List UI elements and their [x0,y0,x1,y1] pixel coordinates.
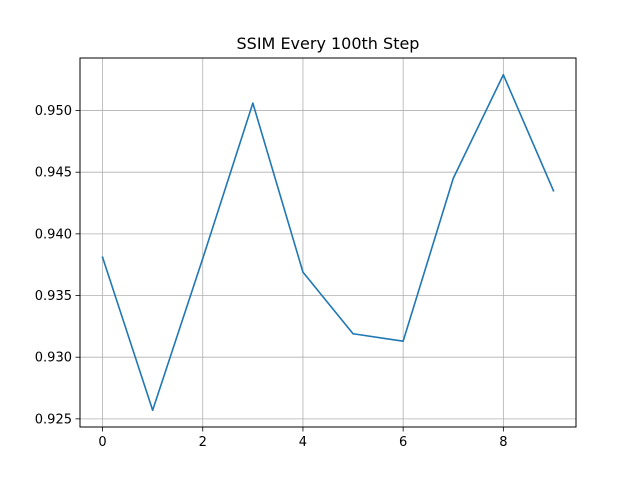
y-tick-label: 0.940 [35,227,72,242]
x-tick-label: 0 [98,435,106,450]
data-point [252,102,254,104]
data-point [352,332,354,335]
x-tick-label: 4 [299,435,307,450]
data-point [101,256,104,259]
x-tick-label: 6 [399,435,407,450]
data-point [201,257,204,260]
plot-frame [79,57,577,428]
x-tick-label: 8 [499,435,507,450]
chart-title: SSIM Every 100th Step [237,34,420,53]
grid [80,58,576,427]
y-tick-label: 0.925 [35,412,72,427]
axis-ticks: 0 2 4 6 8 0.925 0.930 0.935 0.940 0.945 0.950 [35,104,508,450]
data-point [552,189,555,192]
series-line [101,73,555,412]
data-point [502,73,505,76]
y-tick-label: 0.945 [35,166,72,181]
x-tick-label: 2 [199,435,207,450]
data-point [302,271,304,273]
y-tick-label: 0.930 [35,351,72,366]
data-point [452,177,455,180]
data-point [402,340,404,342]
y-tick-label: 0.935 [35,289,72,304]
y-tick-label: 0.950 [35,104,72,119]
data-point [151,409,154,412]
series-layer [101,73,555,412]
